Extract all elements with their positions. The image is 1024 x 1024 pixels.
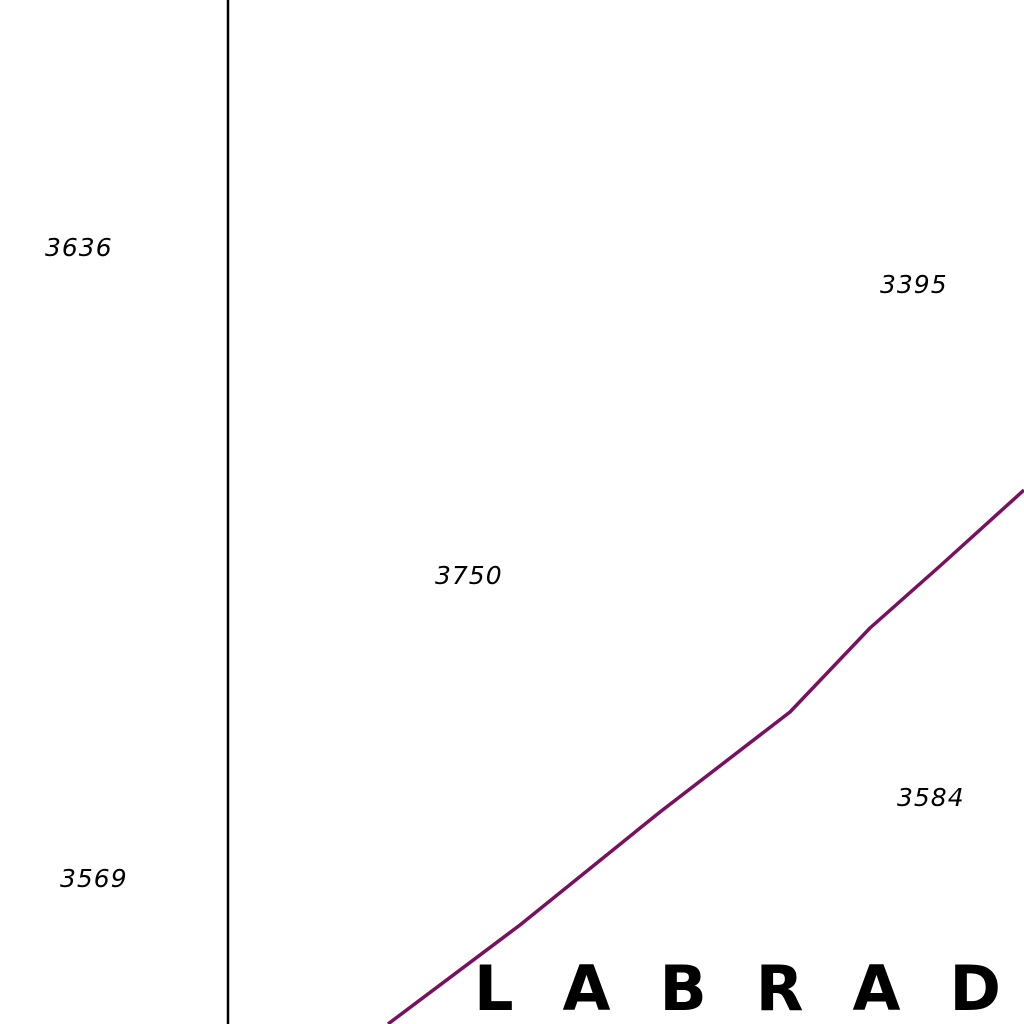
depth-sounding: 3636	[45, 233, 113, 262]
depth-sounding: 3569	[60, 864, 128, 893]
depth-sounding: 3750	[435, 561, 503, 590]
depth-sounding: 3395	[880, 270, 948, 299]
depth-sounding: 3584	[897, 783, 965, 812]
boundary-line	[386, 488, 1024, 1024]
region-name-label: LABRADO	[474, 952, 1024, 1024]
